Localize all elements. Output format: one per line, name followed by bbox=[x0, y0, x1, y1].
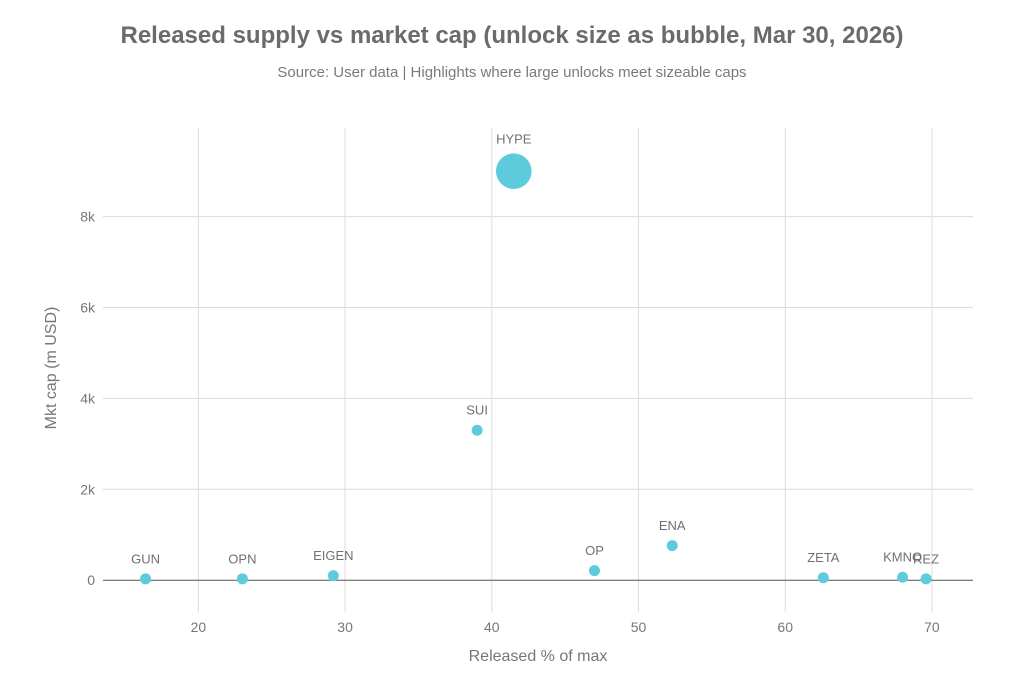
point-label: KMNO bbox=[883, 550, 922, 565]
point-label: ENA bbox=[659, 518, 686, 533]
point-label: GUN bbox=[131, 551, 160, 566]
bubble-point bbox=[817, 572, 829, 584]
y-tick-label: 6k bbox=[80, 300, 96, 316]
y-axis-label: Mkt cap (m USD) bbox=[43, 307, 60, 430]
grid-layer bbox=[103, 128, 973, 612]
point-label: SUI bbox=[466, 403, 488, 418]
y-tick-label: 4k bbox=[80, 390, 96, 406]
bubble-point bbox=[920, 573, 932, 585]
x-tick-label: 40 bbox=[484, 619, 500, 635]
point-label: OPN bbox=[228, 551, 256, 566]
point-label: EIGEN bbox=[313, 548, 353, 563]
chart-subtitle: Source: User data | Highlights where lar… bbox=[277, 64, 747, 81]
y-tick-label: 2k bbox=[80, 481, 96, 497]
point-label: ZETA bbox=[807, 550, 840, 565]
bubble-point bbox=[236, 573, 248, 585]
x-tick-label: 50 bbox=[631, 619, 647, 635]
x-tick-label: 60 bbox=[777, 619, 793, 635]
bubble-point bbox=[495, 153, 532, 189]
x-axis-label: Released % of max bbox=[469, 648, 608, 665]
tick-layer: 20 30 40 50 60 70 0 2k 4k 6k 8k bbox=[80, 209, 940, 635]
bubble-point bbox=[666, 540, 678, 552]
bubble-point bbox=[471, 424, 483, 436]
x-tick-label: 20 bbox=[191, 619, 207, 635]
bubble-point bbox=[897, 571, 909, 583]
y-tick-label: 8k bbox=[80, 209, 96, 225]
x-tick-label: 30 bbox=[337, 619, 353, 635]
bubble-point bbox=[588, 565, 600, 577]
bubble-point bbox=[140, 573, 152, 585]
x-tick-label: 70 bbox=[924, 619, 940, 635]
y-tick-label: 0 bbox=[87, 572, 95, 588]
point-label: REZ bbox=[913, 551, 939, 566]
chart-title: Released supply vs market cap (unlock si… bbox=[120, 22, 904, 49]
point-label: OP bbox=[585, 543, 604, 558]
bubble-point bbox=[327, 570, 339, 582]
point-label: HYPE bbox=[496, 131, 532, 146]
